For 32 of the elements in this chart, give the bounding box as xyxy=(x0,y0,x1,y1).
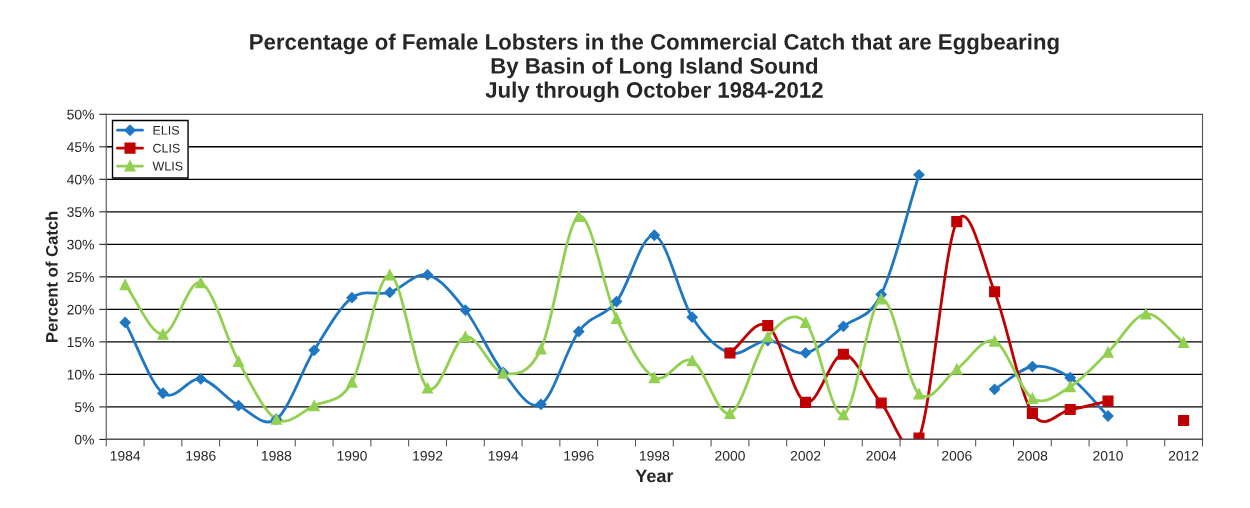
x-tick-label: 1996 xyxy=(564,450,594,461)
x-tick-label: 2012 xyxy=(1168,450,1199,461)
y-axis-title: Percent of Catch xyxy=(45,211,58,342)
x-tick-label: 1986 xyxy=(186,450,216,461)
y-tick-label: 15% xyxy=(67,337,94,348)
y-tick-label: 5% xyxy=(74,402,94,413)
x-tick-label: 2004 xyxy=(866,450,897,461)
y-tick-label: 25% xyxy=(67,272,94,283)
x-tick-label: 1984 xyxy=(110,450,141,461)
x-axis-title: Year xyxy=(635,469,674,483)
y-tick-label: 0% xyxy=(74,434,94,445)
x-tick-label: 1988 xyxy=(261,450,292,461)
y-tick-label: 45% xyxy=(66,142,94,152)
x-tick-label: 2006 xyxy=(942,450,972,461)
y-tick-label: 40% xyxy=(66,174,94,185)
y-tick-label: 30% xyxy=(67,239,94,250)
x-tick-label: 1992 xyxy=(413,450,443,461)
legend-label: WLIS xyxy=(152,161,183,171)
x-tick-label: 2000 xyxy=(715,450,745,461)
x-tick-label: 2008 xyxy=(1017,450,1048,461)
chart-title: Percentage of Female Lobsters in the Commercial Catch that are Eggbearing By Basin of Long Island Sound July through October 1984-2012 xyxy=(250,33,1059,103)
x-tick-label: 1994 xyxy=(488,450,519,461)
y-tick-label: 20% xyxy=(67,304,94,315)
y-tick-label: 10% xyxy=(67,369,94,380)
x-tick-label: 1998 xyxy=(639,450,670,461)
x-tick-label: 1990 xyxy=(337,450,367,461)
legend-label: CLIS xyxy=(153,143,180,153)
x-tick-label: 2010 xyxy=(1093,450,1123,461)
y-tick-label: 35% xyxy=(67,207,94,218)
x-tick-label: 2002 xyxy=(790,450,821,461)
y-tick-label: 50% xyxy=(67,109,94,120)
legend-label: ELIS xyxy=(153,125,180,135)
